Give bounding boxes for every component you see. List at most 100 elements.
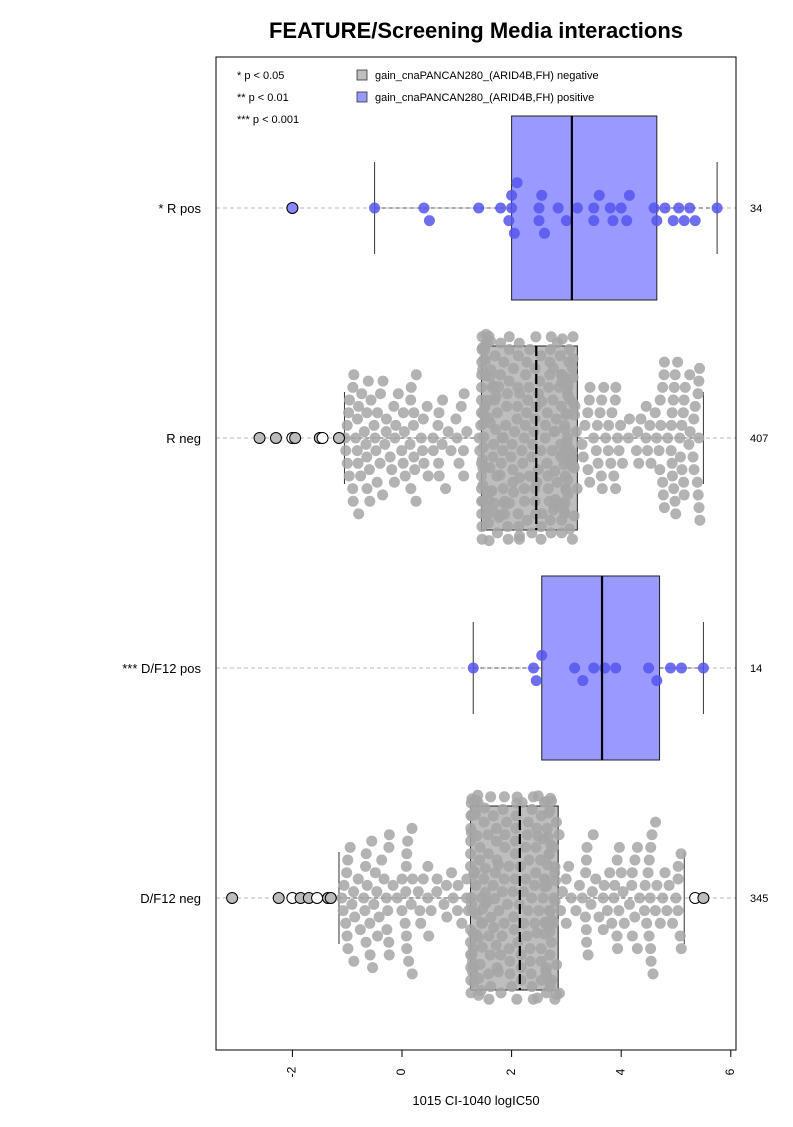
data-point: [477, 479, 489, 491]
data-point: [561, 432, 573, 444]
legend-label: gain_cnaPANCAN280_(ARID4B,FH) negative: [375, 70, 599, 82]
data-point: [499, 829, 511, 841]
data-point: [414, 905, 426, 917]
data-point: [488, 497, 500, 509]
data-point: [667, 917, 679, 929]
x-tick-label: 0: [394, 1068, 408, 1075]
data-point: [362, 375, 374, 387]
data-point: [643, 662, 655, 674]
data-point: [496, 930, 508, 942]
data-point: [408, 451, 420, 463]
data-point: [422, 892, 434, 904]
data-point: [564, 523, 576, 535]
data-point: [571, 202, 583, 214]
data-point: [458, 388, 470, 400]
data-point: [694, 362, 706, 374]
data-point: [565, 892, 577, 904]
data-point: [547, 841, 559, 853]
data-point: [528, 662, 540, 674]
data-point: [622, 432, 634, 444]
data-point: [549, 465, 561, 477]
x-axis-label: 1015 CI-1040 logIC50: [412, 1093, 539, 1108]
data-point: [668, 483, 680, 495]
data-point: [569, 409, 581, 421]
data-point: [654, 464, 666, 476]
data-point: [541, 407, 553, 419]
data-point: [581, 936, 593, 948]
data-point: [545, 527, 557, 539]
data-point: [380, 426, 392, 438]
data-point: [352, 457, 364, 469]
data-point: [509, 426, 521, 438]
data-point: [494, 469, 506, 481]
data-point: [508, 924, 520, 936]
data-point: [349, 911, 361, 923]
data-point: [433, 470, 445, 482]
data-point: [590, 873, 602, 885]
data-point: [501, 898, 513, 910]
data-point: [492, 966, 504, 978]
data-point: [479, 886, 491, 898]
data-point: [399, 917, 411, 929]
data-point: [559, 508, 571, 520]
data-point: [368, 419, 380, 431]
data-point: [533, 215, 545, 227]
data-point: [501, 400, 513, 412]
data-point: [358, 892, 370, 904]
data-point: [678, 489, 690, 501]
data-point: [397, 407, 409, 419]
data-point: [570, 905, 582, 917]
data-point: [447, 892, 459, 904]
data-point: [506, 981, 518, 993]
data-point: [673, 202, 685, 214]
data-point: [492, 859, 504, 871]
outlier-point: [272, 892, 285, 904]
data-point: [359, 905, 371, 917]
data-point: [562, 489, 574, 501]
data-point: [450, 413, 462, 425]
data-point: [522, 394, 534, 406]
data-point: [567, 331, 579, 343]
data-point: [487, 879, 499, 891]
data-point: [343, 407, 355, 419]
data-point: [566, 447, 578, 459]
data-point: [600, 432, 612, 444]
data-point: [584, 476, 596, 488]
data-point: [347, 381, 359, 393]
plot-frame: [215, 56, 737, 1051]
data-point: [388, 476, 400, 488]
data-point: [532, 464, 544, 476]
data-point: [579, 911, 591, 923]
data-point: [358, 426, 370, 438]
data-point: [535, 943, 547, 955]
data-point: [549, 861, 561, 873]
data-point: [422, 860, 434, 872]
data-point: [678, 394, 690, 406]
data-point: [611, 854, 623, 866]
data-point: [477, 441, 489, 453]
data-point: [623, 189, 635, 201]
data-point: [692, 388, 704, 400]
data-point: [593, 911, 605, 923]
data-point: [369, 202, 381, 214]
data-point: [651, 215, 663, 227]
data-point: [550, 816, 562, 828]
data-point: [551, 959, 563, 971]
data-point: [573, 879, 585, 891]
data-point: [545, 936, 557, 948]
x-tick-label: 4: [613, 1068, 627, 1075]
data-point: [451, 905, 463, 917]
data-point: [676, 419, 688, 431]
data-point: [360, 848, 372, 860]
data-point: [684, 202, 696, 214]
data-point: [530, 331, 542, 343]
data-point: [493, 381, 505, 393]
data-point: [485, 911, 497, 923]
data-point: [658, 502, 670, 514]
data-point: [533, 202, 545, 214]
data-point: [672, 356, 684, 368]
data-point: [516, 796, 528, 808]
data-point: [507, 464, 519, 476]
data-point: [387, 879, 399, 891]
data-point: [501, 388, 513, 400]
